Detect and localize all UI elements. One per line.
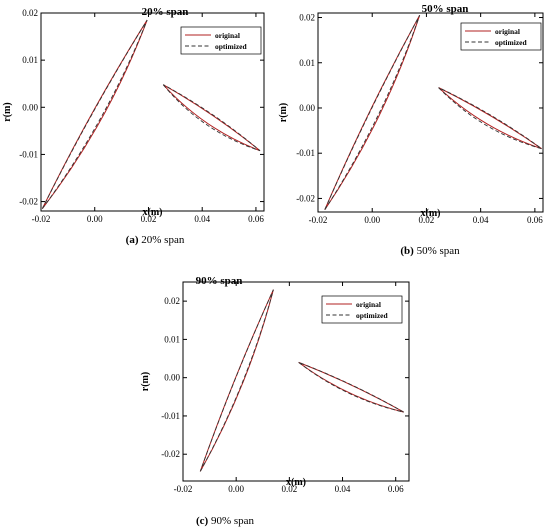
chart-title: 50% span <box>422 3 469 15</box>
x-tick-label: 0.06 <box>388 484 404 494</box>
panel-c: -0.02 0.00 0.02 0.04 0.06 -0.02 -0.01 0.00 0.01 0… <box>140 275 410 527</box>
x-tick-label: 0.00 <box>228 484 244 494</box>
original-profile-2 <box>298 361 404 413</box>
caption-letter: (a) <box>126 234 139 246</box>
optimized-profile-1 <box>199 289 274 472</box>
original-profile-1 <box>199 289 274 472</box>
y-axis-label: r(m) <box>278 103 289 122</box>
y-tick-label: 0.02 <box>299 13 315 23</box>
panel-caption: (a) 20% span <box>126 234 185 246</box>
x-tick-label: 0.06 <box>248 214 264 224</box>
legend-label-optimized: optimized <box>215 42 247 51</box>
legend: original optimized <box>460 22 542 51</box>
legend-label-original: original <box>215 31 240 40</box>
y-tick-label: 0.00 <box>299 103 315 113</box>
optimized-profile-2 <box>438 87 542 150</box>
x-tick-label: 0.02 <box>141 214 157 224</box>
x-axis-label: x(m) <box>286 477 306 488</box>
plot-frame <box>182 281 410 482</box>
caption-letter: (b) <box>400 245 414 257</box>
chart-title: 90% span <box>196 275 243 287</box>
plot-frame <box>317 12 544 213</box>
x-tick-label: 0.04 <box>473 215 489 225</box>
caption-letter: (c) <box>196 515 209 527</box>
x-tick-label: 0.00 <box>364 215 380 225</box>
x-tick-label: 0.06 <box>527 215 543 225</box>
y-tick-label: 0.00 <box>22 102 38 112</box>
panel-caption: (c) 90% span <box>196 515 255 527</box>
plot-frame <box>40 12 265 212</box>
y-axis-label: r(m) <box>2 102 13 121</box>
original-profile-2 <box>162 84 261 152</box>
y-tick-label: 0.01 <box>164 334 180 344</box>
original-profile-1 <box>324 15 421 211</box>
legend-box <box>180 26 262 55</box>
legend-label-original: original <box>356 300 381 309</box>
y-tick-label: -0.02 <box>296 193 315 203</box>
caption-text: 20% span <box>139 234 185 246</box>
optimized-profile-1 <box>41 19 148 209</box>
legend-box <box>460 22 542 51</box>
x-tick-label: -0.02 <box>174 484 193 494</box>
y-tick-label: 0.02 <box>164 296 180 306</box>
legend-label-optimized: optimized <box>356 311 388 320</box>
x-tick-label: -0.02 <box>32 214 51 224</box>
y-tick-label: -0.01 <box>19 149 38 159</box>
x-tick-label: 0.00 <box>87 214 103 224</box>
y-axis-label: r(m) <box>140 372 151 391</box>
y-tick-label: 0.01 <box>22 55 38 65</box>
x-tick-label: 0.02 <box>419 215 435 225</box>
legend: original optimized <box>321 295 403 324</box>
panel-b: -0.02 0.00 0.02 0.04 0.06 -0.02 -0.01 0.00 0.01 0… <box>278 3 544 257</box>
legend-label-optimized: optimized <box>495 38 527 47</box>
y-tick-label: -0.02 <box>161 449 180 459</box>
legend-label-original: original <box>495 27 520 36</box>
original-profile-1 <box>41 19 148 209</box>
x-tick-label: 0.04 <box>335 484 351 494</box>
y-tick-label: -0.02 <box>19 197 38 207</box>
y-tick-label: 0.01 <box>299 58 315 68</box>
chart-title: 20% span <box>142 6 189 18</box>
legend: original optimized <box>180 26 262 55</box>
y-tick-label: -0.01 <box>161 411 180 421</box>
optimized-profile-1 <box>324 15 421 210</box>
x-tick-label: 0.02 <box>281 484 297 494</box>
caption-text: 90% span <box>208 515 254 527</box>
y-tick-label: -0.01 <box>296 148 315 158</box>
panel-a: -0.02 0.00 0.02 0.04 0.06 -0.02 -0.01 0.00 0.01 0… <box>2 6 265 246</box>
optimized-profile-2 <box>298 361 404 413</box>
optimized-profile-2 <box>162 84 261 152</box>
x-tick-label: -0.02 <box>309 215 328 225</box>
y-tick-label: 0.00 <box>164 373 180 383</box>
x-axis-label: x(m) <box>421 208 441 219</box>
x-axis-label: x(m) <box>143 207 163 218</box>
legend-box <box>321 295 403 324</box>
panel-caption: (b) 50% span <box>400 245 460 257</box>
y-tick-label: 0.02 <box>22 8 38 18</box>
caption-text: 50% span <box>414 245 460 257</box>
original-profile-2 <box>438 87 542 150</box>
x-tick-label: 0.04 <box>194 214 210 224</box>
